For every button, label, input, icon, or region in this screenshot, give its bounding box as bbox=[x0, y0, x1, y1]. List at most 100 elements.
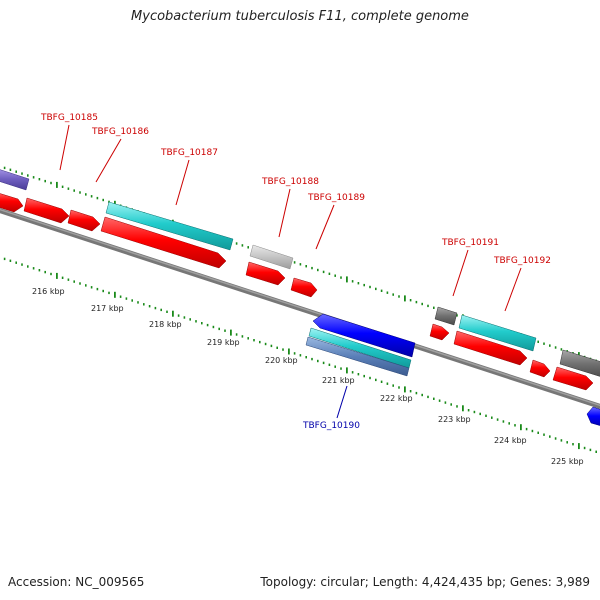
tick-mark bbox=[293, 352, 296, 355]
tick-mark bbox=[177, 314, 180, 317]
tick-mark bbox=[305, 265, 307, 268]
tick-mark bbox=[572, 443, 574, 446]
tick-mark bbox=[560, 348, 563, 351]
tick-mark bbox=[491, 416, 493, 419]
tick-mark bbox=[375, 378, 377, 382]
kbp-label: 219 kbp bbox=[207, 338, 240, 347]
tick-mark bbox=[392, 384, 394, 387]
tick-mark bbox=[166, 310, 168, 313]
gene-tbfg-10191 bbox=[429, 323, 450, 341]
gene-gray-right bbox=[559, 349, 600, 377]
gene-label: TBFG_10191 bbox=[441, 238, 499, 248]
tick-mark bbox=[27, 265, 29, 268]
tick-mark bbox=[9, 168, 12, 171]
tick-mark bbox=[276, 346, 278, 349]
tick-mark bbox=[444, 401, 447, 404]
tick-mark bbox=[96, 287, 99, 291]
tick-mark bbox=[549, 344, 551, 347]
tick-mark bbox=[224, 329, 226, 332]
tick-mark bbox=[334, 274, 336, 277]
tick-mark bbox=[195, 320, 197, 323]
kbp-label: 224 kbp bbox=[494, 436, 527, 445]
tick-mark bbox=[409, 299, 412, 302]
tick-mark bbox=[375, 287, 377, 291]
tick-mark bbox=[380, 289, 383, 292]
tick-mark bbox=[21, 263, 23, 266]
tick-mark bbox=[172, 310, 174, 317]
tick-mark bbox=[305, 356, 307, 359]
tick-mark bbox=[578, 443, 580, 450]
tick-mark bbox=[328, 363, 331, 366]
tick-mark bbox=[508, 422, 510, 425]
gene-label: TBFG_10190 bbox=[302, 421, 360, 431]
tick-mark bbox=[456, 405, 458, 408]
tick-mark bbox=[328, 272, 331, 275]
tick-mark bbox=[32, 267, 35, 270]
tick-mark bbox=[340, 367, 342, 370]
tick-mark bbox=[322, 361, 325, 365]
tick-mark bbox=[102, 289, 104, 293]
tick-mark bbox=[73, 189, 75, 192]
tick-mark bbox=[299, 354, 302, 357]
tick-mark bbox=[235, 242, 238, 245]
tick-mark bbox=[15, 261, 17, 264]
kbp-label: 222 kbp bbox=[380, 394, 413, 403]
tick-mark bbox=[311, 266, 313, 270]
tick-mark bbox=[79, 191, 81, 194]
gene-tbfg-10188 bbox=[245, 261, 286, 286]
gene-blue-right bbox=[586, 406, 600, 426]
tick-mark bbox=[334, 365, 336, 368]
tick-mark bbox=[415, 300, 418, 304]
tick-mark bbox=[485, 414, 487, 417]
tick-mark bbox=[363, 283, 365, 287]
tick-mark bbox=[212, 325, 215, 329]
gene-tbfg-10192 bbox=[453, 330, 528, 366]
tick-mark bbox=[583, 446, 586, 450]
tick-mark bbox=[288, 348, 290, 355]
tick-mark bbox=[514, 424, 516, 427]
tick-mark bbox=[61, 185, 64, 188]
tick-mark bbox=[114, 291, 116, 298]
gene-tbfg-10190-steel bbox=[305, 336, 410, 377]
tick-mark bbox=[96, 196, 99, 200]
tick-mark bbox=[456, 314, 458, 317]
tick-mark bbox=[595, 450, 597, 453]
tick-mark bbox=[404, 295, 406, 302]
tick-mark bbox=[259, 340, 261, 344]
tick-mark bbox=[438, 399, 441, 402]
rna-feature-tbfg-10192 bbox=[458, 314, 537, 352]
tick-mark bbox=[67, 187, 70, 190]
tick-mark bbox=[531, 429, 534, 433]
tick-mark bbox=[427, 395, 429, 399]
tick-mark bbox=[270, 344, 273, 348]
tick-mark bbox=[38, 269, 41, 272]
tick-mark bbox=[346, 367, 348, 374]
tick-mark bbox=[230, 329, 232, 336]
tick-mark bbox=[131, 299, 133, 302]
map-title: Mycobacterium tuberculosis F11, complete… bbox=[131, 9, 469, 24]
tick-mark bbox=[543, 342, 545, 345]
gene-red-small bbox=[529, 359, 551, 378]
gene-tbfg-10187 bbox=[100, 216, 227, 269]
tick-mark bbox=[90, 286, 93, 289]
tick-mark bbox=[317, 359, 319, 363]
tick-mark bbox=[322, 270, 325, 274]
kbp-label: 216 kbp bbox=[32, 287, 65, 296]
tick-mark bbox=[520, 424, 522, 431]
tick-mark bbox=[119, 295, 122, 298]
tick-mark bbox=[50, 272, 52, 276]
tick-mark bbox=[143, 303, 145, 306]
tick-mark bbox=[299, 263, 302, 266]
tick-mark bbox=[189, 318, 191, 321]
gene-tbfg-10186-b bbox=[67, 209, 101, 232]
gene-tbfg-10191-gray bbox=[434, 306, 458, 326]
tick-mark bbox=[44, 270, 46, 274]
kbp-label: 221 kbp bbox=[322, 376, 355, 385]
tick-mark bbox=[90, 195, 93, 198]
tick-mark bbox=[160, 308, 162, 312]
tick-mark bbox=[357, 282, 360, 285]
rna-feature-tbfg-10187 bbox=[105, 201, 234, 251]
tick-mark bbox=[357, 373, 360, 376]
